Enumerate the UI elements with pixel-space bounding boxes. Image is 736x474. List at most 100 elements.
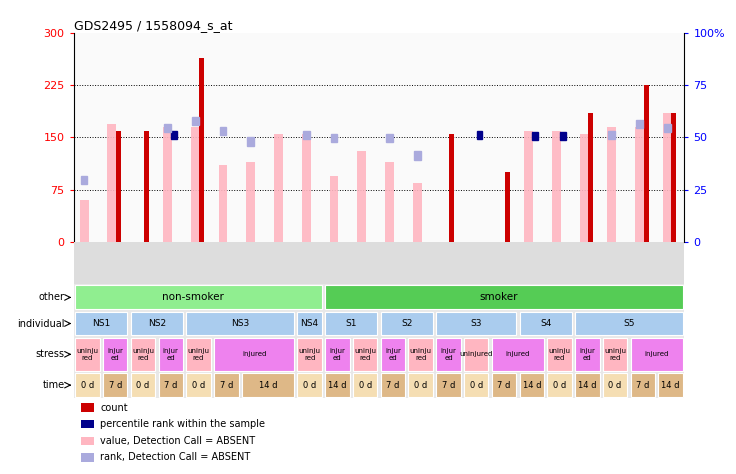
Bar [274,134,283,242]
Text: 0 d: 0 d [470,381,483,390]
Bar [663,113,672,242]
FancyBboxPatch shape [464,338,489,371]
FancyBboxPatch shape [131,373,155,397]
Bar [588,113,593,242]
Text: 7 d: 7 d [219,381,233,390]
Bar [330,176,339,242]
FancyBboxPatch shape [186,311,294,336]
Bar [671,113,676,242]
FancyBboxPatch shape [548,373,572,397]
Bar [171,130,177,139]
FancyBboxPatch shape [603,373,627,397]
Bar [644,85,648,242]
Text: GDS2495 / 1558094_s_at: GDS2495 / 1558094_s_at [74,19,232,32]
FancyBboxPatch shape [353,373,378,397]
FancyBboxPatch shape [631,373,655,397]
Text: S4: S4 [540,319,551,328]
Bar [532,132,538,140]
Text: S2: S2 [401,319,412,328]
FancyBboxPatch shape [575,338,600,371]
FancyBboxPatch shape [75,338,99,371]
Text: rank, Detection Call = ABSENT: rank, Detection Call = ABSENT [100,452,250,463]
Bar [524,130,533,242]
Bar [116,130,121,242]
Bar [107,124,116,242]
Text: 0 d: 0 d [358,381,372,390]
Bar [219,165,227,242]
Bar [247,162,255,242]
FancyBboxPatch shape [659,373,683,397]
FancyBboxPatch shape [75,311,127,336]
FancyBboxPatch shape [408,373,433,397]
Text: uninju
red: uninju red [354,348,376,361]
Text: S3: S3 [470,319,482,328]
Text: 0 d: 0 d [553,381,566,390]
FancyBboxPatch shape [325,285,683,310]
FancyBboxPatch shape [603,338,627,371]
Bar [192,117,199,125]
Bar [199,57,205,242]
FancyBboxPatch shape [325,338,350,371]
FancyBboxPatch shape [575,373,600,397]
Text: 7 d: 7 d [386,381,400,390]
Text: uninju
red: uninju red [410,348,432,361]
Bar [164,124,171,132]
FancyBboxPatch shape [436,338,461,371]
Text: uninju
red: uninju red [548,348,570,361]
FancyBboxPatch shape [381,338,405,371]
Text: injured: injured [242,351,266,357]
Bar [163,127,172,242]
Bar [247,137,254,146]
Text: count: count [100,402,128,413]
FancyBboxPatch shape [353,338,378,371]
FancyBboxPatch shape [103,338,127,371]
Text: other: other [38,292,65,302]
Bar [302,134,311,242]
FancyBboxPatch shape [325,373,350,397]
FancyBboxPatch shape [158,338,183,371]
Text: smoker: smoker [479,292,517,302]
Text: injur
ed: injur ed [385,348,401,361]
FancyBboxPatch shape [242,373,294,397]
Bar [219,127,227,136]
Bar [636,120,643,128]
Text: percentile rank within the sample: percentile rank within the sample [100,419,265,429]
Text: uninju
red: uninju red [188,348,210,361]
Text: injur
ed: injur ed [579,348,595,361]
FancyBboxPatch shape [575,311,683,336]
Text: individual: individual [17,319,65,328]
Bar [191,127,199,242]
FancyBboxPatch shape [325,311,378,336]
Text: 14 d: 14 d [523,381,541,390]
FancyBboxPatch shape [492,373,516,397]
FancyBboxPatch shape [464,373,489,397]
Bar [81,176,88,184]
Text: NS2: NS2 [148,319,166,328]
FancyBboxPatch shape [75,373,99,397]
Text: injur
ed: injur ed [330,348,345,361]
Text: NS1: NS1 [92,319,110,328]
Text: 0 d: 0 d [192,381,205,390]
Bar [358,151,367,242]
Bar [414,151,421,160]
FancyBboxPatch shape [436,373,461,397]
Bar [386,134,393,142]
Text: 7 d: 7 d [109,381,122,390]
Text: 7 d: 7 d [636,381,649,390]
FancyBboxPatch shape [158,373,183,397]
Bar [579,134,588,242]
FancyBboxPatch shape [131,311,183,336]
Text: S5: S5 [623,319,634,328]
Text: 0 d: 0 d [81,381,94,390]
Text: 7 d: 7 d [164,381,177,390]
Text: uninju
red: uninju red [299,348,321,361]
Bar [609,130,615,139]
Bar [79,200,88,242]
Bar [607,127,616,242]
Text: S1: S1 [345,319,357,328]
FancyBboxPatch shape [103,373,127,397]
Bar [144,130,149,242]
Text: 0 d: 0 d [136,381,149,390]
Text: 14 d: 14 d [328,381,347,390]
FancyBboxPatch shape [381,311,433,336]
